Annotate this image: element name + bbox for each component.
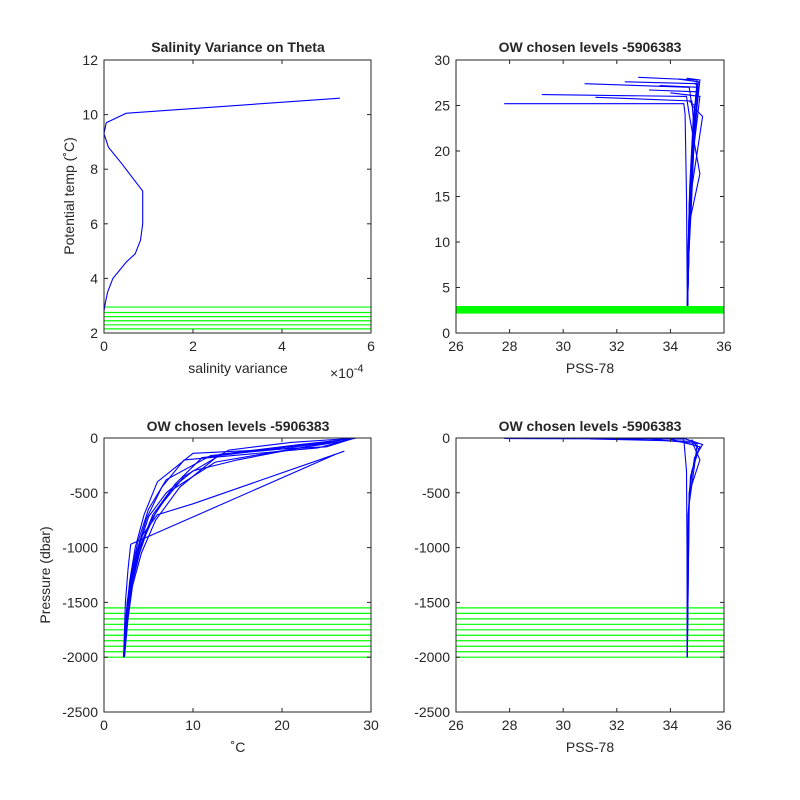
x-tick-label: 36	[716, 717, 732, 733]
panel1-ylabel: Potential temp (˚C)	[61, 137, 77, 254]
y-tick-label: 0	[442, 325, 450, 341]
y-tick-label: -500	[422, 485, 450, 501]
y-tick-label: 4	[90, 270, 98, 286]
panel3-title: OW chosen levels -5906383	[147, 418, 330, 434]
profile-line	[686, 439, 700, 658]
x-tick-label: 28	[502, 717, 518, 733]
panel4-axes-box	[455, 437, 725, 713]
panel3-xlabel: ˚C	[231, 739, 246, 755]
profile-line	[683, 438, 704, 658]
x-tick-label: 34	[663, 338, 679, 354]
panel-theta-salinity: OW chosen levels -5906383 26 28 30 32 34 36 0 5…	[434, 39, 732, 376]
profile-line	[123, 453, 336, 658]
x-tick-label: 20	[274, 717, 290, 733]
profile-line	[123, 438, 356, 657]
x-tick-label: 30	[555, 717, 571, 733]
x-tick-label: 2	[189, 338, 197, 354]
y-tick-label: 8	[90, 161, 98, 177]
y-tick-label: 30	[434, 52, 450, 68]
panel4-ticks: 26 28 30 32 34 36 -2500 -2000 -1500 -1000 -500 0	[414, 430, 732, 733]
panel4-title: OW chosen levels -5906383	[499, 418, 682, 434]
panel3-ticks: 0 10 20 30 -2500 -2000 -1500 -1000 -500 0	[62, 430, 379, 733]
panel2-plot	[456, 76, 724, 314]
x-tick-label: 26	[448, 717, 464, 733]
x-tick-label: 28	[502, 338, 518, 354]
panel3-axes-box	[103, 437, 372, 713]
profile-line	[123, 450, 345, 657]
panel-pressure-temperature: OW chosen levels -5906383 0 10 20 30 -2500 -2…	[37, 418, 379, 755]
y-tick-label: -1500	[62, 594, 98, 610]
x-tick-label: 30	[363, 717, 379, 733]
panel1-xlabel: salinity variance	[188, 360, 288, 376]
x-tick-label: 10	[185, 717, 201, 733]
x-tick-label: 26	[448, 338, 464, 354]
panel1-x-exponent-base: ×10	[330, 365, 354, 381]
profile-line	[123, 440, 347, 658]
y-tick-label: 10	[82, 107, 98, 123]
panel1-plot-area	[104, 97, 371, 330]
x-tick-label: 32	[609, 717, 625, 733]
y-tick-label: 10	[434, 234, 450, 250]
y-tick-label: -2000	[414, 649, 450, 665]
x-tick-label: 0	[100, 717, 108, 733]
panel2-title: OW chosen levels -5906383	[499, 39, 682, 55]
y-tick-label: -1500	[414, 594, 450, 610]
panel4-plot-area	[456, 438, 724, 658]
panel1-title: Salinity Variance on Theta	[151, 39, 325, 55]
y-tick-label: -2500	[414, 704, 450, 720]
x-tick-label: 6	[367, 338, 375, 354]
y-tick-label: 0	[90, 430, 98, 446]
panel3-plot-area	[104, 438, 371, 658]
x-tick-label: 4	[278, 338, 286, 354]
panel2-ticks: 26 28 30 32 34 36 0 5 10 15 20 25 30	[434, 52, 732, 354]
y-tick-label: 20	[434, 143, 450, 159]
y-tick-label: 15	[434, 189, 450, 205]
x-tick-label: 34	[663, 717, 679, 733]
y-tick-label: -2000	[62, 649, 98, 665]
y-tick-label: 0	[442, 430, 450, 446]
panel1-x-exponent-power: -4	[354, 363, 364, 375]
panel1-x-exponent: ×10-4	[330, 363, 364, 381]
panel-pressure-salinity: OW chosen levels -5906383 26 28 30 32 34 36 -2…	[414, 418, 732, 755]
panel4-plot	[456, 438, 724, 658]
y-tick-label: -2500	[62, 704, 98, 720]
x-tick-label: 0	[100, 338, 108, 354]
panel2-plot-area	[456, 76, 724, 314]
panel-salinity-variance: Salinity Variance on Theta 0 2 4 624681012 …	[61, 39, 375, 381]
x-tick-label: 30	[555, 338, 571, 354]
panel3-plot	[104, 438, 371, 658]
panel1-axes-box	[103, 59, 372, 334]
y-tick-label: 6	[90, 216, 98, 232]
y-tick-label: -500	[70, 485, 98, 501]
x-tick-label: 36	[716, 338, 732, 354]
series-line	[104, 97, 340, 312]
profile-line	[504, 103, 688, 306]
y-tick-label: -1000	[414, 540, 450, 556]
x-tick-label: 32	[609, 338, 625, 354]
y-tick-label: 25	[434, 98, 450, 114]
panel1-plot	[104, 97, 371, 330]
profile-line	[687, 82, 700, 306]
panel4-xlabel: PSS-78	[566, 739, 614, 755]
y-tick-label: 12	[82, 52, 98, 68]
panel2-xlabel: PSS-78	[566, 360, 614, 376]
panel3-ylabel: Pressure (dbar)	[37, 526, 53, 623]
y-tick-label: 2	[90, 325, 98, 341]
y-tick-label: 5	[442, 280, 450, 296]
y-tick-label: -1000	[62, 540, 98, 556]
